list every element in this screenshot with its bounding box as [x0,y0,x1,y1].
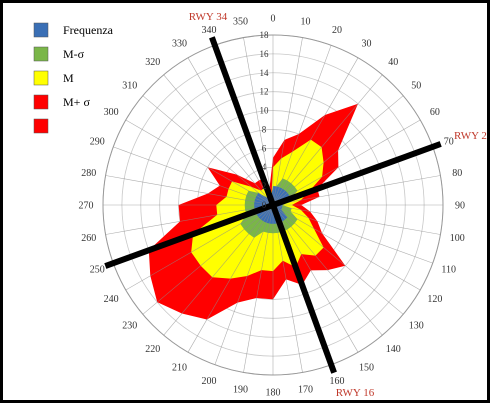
spoke-330 [187,57,274,206]
angle-tick-350: 350 [233,16,248,27]
angle-tick-320: 320 [145,57,160,68]
angle-tick-210: 210 [172,362,187,373]
spoke-320 [163,74,274,206]
angle-tick-160: 160 [330,376,345,387]
radial-tick-4: 4 [262,162,267,172]
spoke-10 [272,37,303,206]
legend-swatch-2 [33,46,49,62]
angle-tick-70: 70 [444,137,454,148]
spoke-220 [163,204,274,336]
angle-tick-140: 140 [386,344,401,355]
radial-tick-10: 10 [260,106,270,116]
runway-label-rwy-34: RWY 34 [189,11,228,23]
radial-tick-16: 16 [260,49,270,59]
spoke-200 [214,204,274,365]
runway-label-rwy-16: RWY 16 [336,387,375,399]
angle-tick-40: 40 [388,57,398,68]
legend-label-2: M-σ [63,47,85,61]
radial-tick-14: 14 [260,68,270,78]
radial-tick-2: 2 [262,181,267,191]
spoke-300 [125,119,274,206]
angle-tick-200: 200 [202,376,217,387]
spoke-170 [272,204,303,373]
runway-line-2 [104,141,442,269]
angle-tick-30: 30 [362,39,372,50]
angle-tick-labels: 0 102030405060708090100110120130140150160… [79,14,466,399]
angle-tick-130: 130 [409,321,424,332]
spoke-120 [272,204,421,291]
angle-tick-110: 110 [441,265,456,276]
legend: Frequenza M-σ M M+ σ [33,22,114,134]
angle-tick-270: 270 [79,201,94,212]
spoke-50 [272,95,404,206]
angle-tick-0: 0 [271,14,276,25]
angle-tick-80: 80 [452,168,462,179]
angle-tick-10: 10 [301,16,311,27]
angle-tick-330: 330 [172,39,187,50]
angle-tick-180: 180 [266,388,281,399]
angle-tick-340: 340 [202,25,217,36]
radial-tick-12: 12 [260,87,269,97]
runway-lines: RWY 34 RWY 16 RWY 2 [104,11,487,399]
legend-label-4: M+ σ [63,95,90,109]
spoke-210 [187,204,274,353]
spoke-60 [272,119,421,206]
angle-tick-250: 250 [90,265,105,276]
spoke-140 [272,204,383,336]
spoke-20 [272,45,332,206]
angle-tick-280: 280 [81,168,96,179]
spoke-30 [272,57,359,206]
angle-tick-120: 120 [427,294,442,305]
spoke-240 [125,204,274,291]
legend-swatch-5 [33,118,49,134]
angle-tick-240: 240 [104,294,119,305]
angle-tick-190: 190 [233,385,248,396]
angle-tick-220: 220 [145,344,160,355]
spoke-150 [272,204,359,353]
radial-tick-6: 6 [262,143,267,153]
angle-tick-20: 20 [332,25,342,36]
radial-tick-labels: 0 2 4 6 8 10 12 14 16 18 [260,30,270,210]
spoke-230 [142,204,274,315]
angle-tick-290: 290 [90,137,105,148]
legend-swatch-1 [33,22,49,38]
spoke-190 [243,204,274,373]
angle-tick-310: 310 [122,80,137,91]
spoke-80 [272,175,441,206]
angle-tick-100: 100 [450,233,465,244]
angle-tick-230: 230 [122,321,137,332]
angle-tick-90: 90 [455,201,465,212]
angle-tick-260: 260 [81,233,96,244]
angle-tick-300: 300 [104,107,119,118]
spoke-260 [105,204,274,235]
legend-label-3: M [63,71,74,85]
angle-tick-150: 150 [359,362,374,373]
angle-tick-170: 170 [298,385,313,396]
radial-tick-0: 0 [262,200,267,210]
angle-tick-50: 50 [411,80,421,91]
runway-label-rwy-2: RWY 2 [454,130,487,142]
spoke-280 [105,175,274,206]
legend-swatch-3 [33,70,49,86]
spoke-110 [272,204,433,264]
spoke-40 [272,74,383,206]
spoke-290 [113,146,274,206]
spoke-100 [272,204,441,235]
spoke-130 [272,204,404,315]
radial-tick-18: 18 [260,30,270,40]
spoke-310 [142,95,274,206]
angle-tick-60: 60 [430,107,440,118]
legend-swatch-4 [33,94,49,110]
legend-label-1: Frequenza [63,23,114,37]
radial-tick-8: 8 [262,124,267,134]
spoke-350 [243,37,274,206]
